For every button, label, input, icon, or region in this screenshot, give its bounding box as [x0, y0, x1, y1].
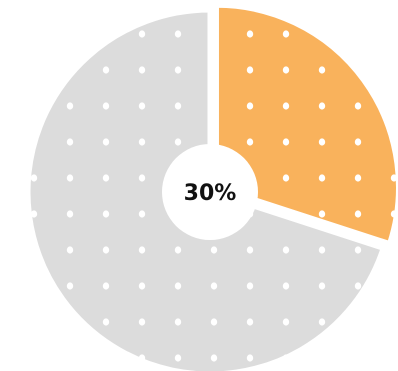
pie-slice-dot-pattern: [216, 5, 398, 244]
donut-hole: [162, 144, 258, 240]
center-label: 30%: [184, 181, 237, 206]
